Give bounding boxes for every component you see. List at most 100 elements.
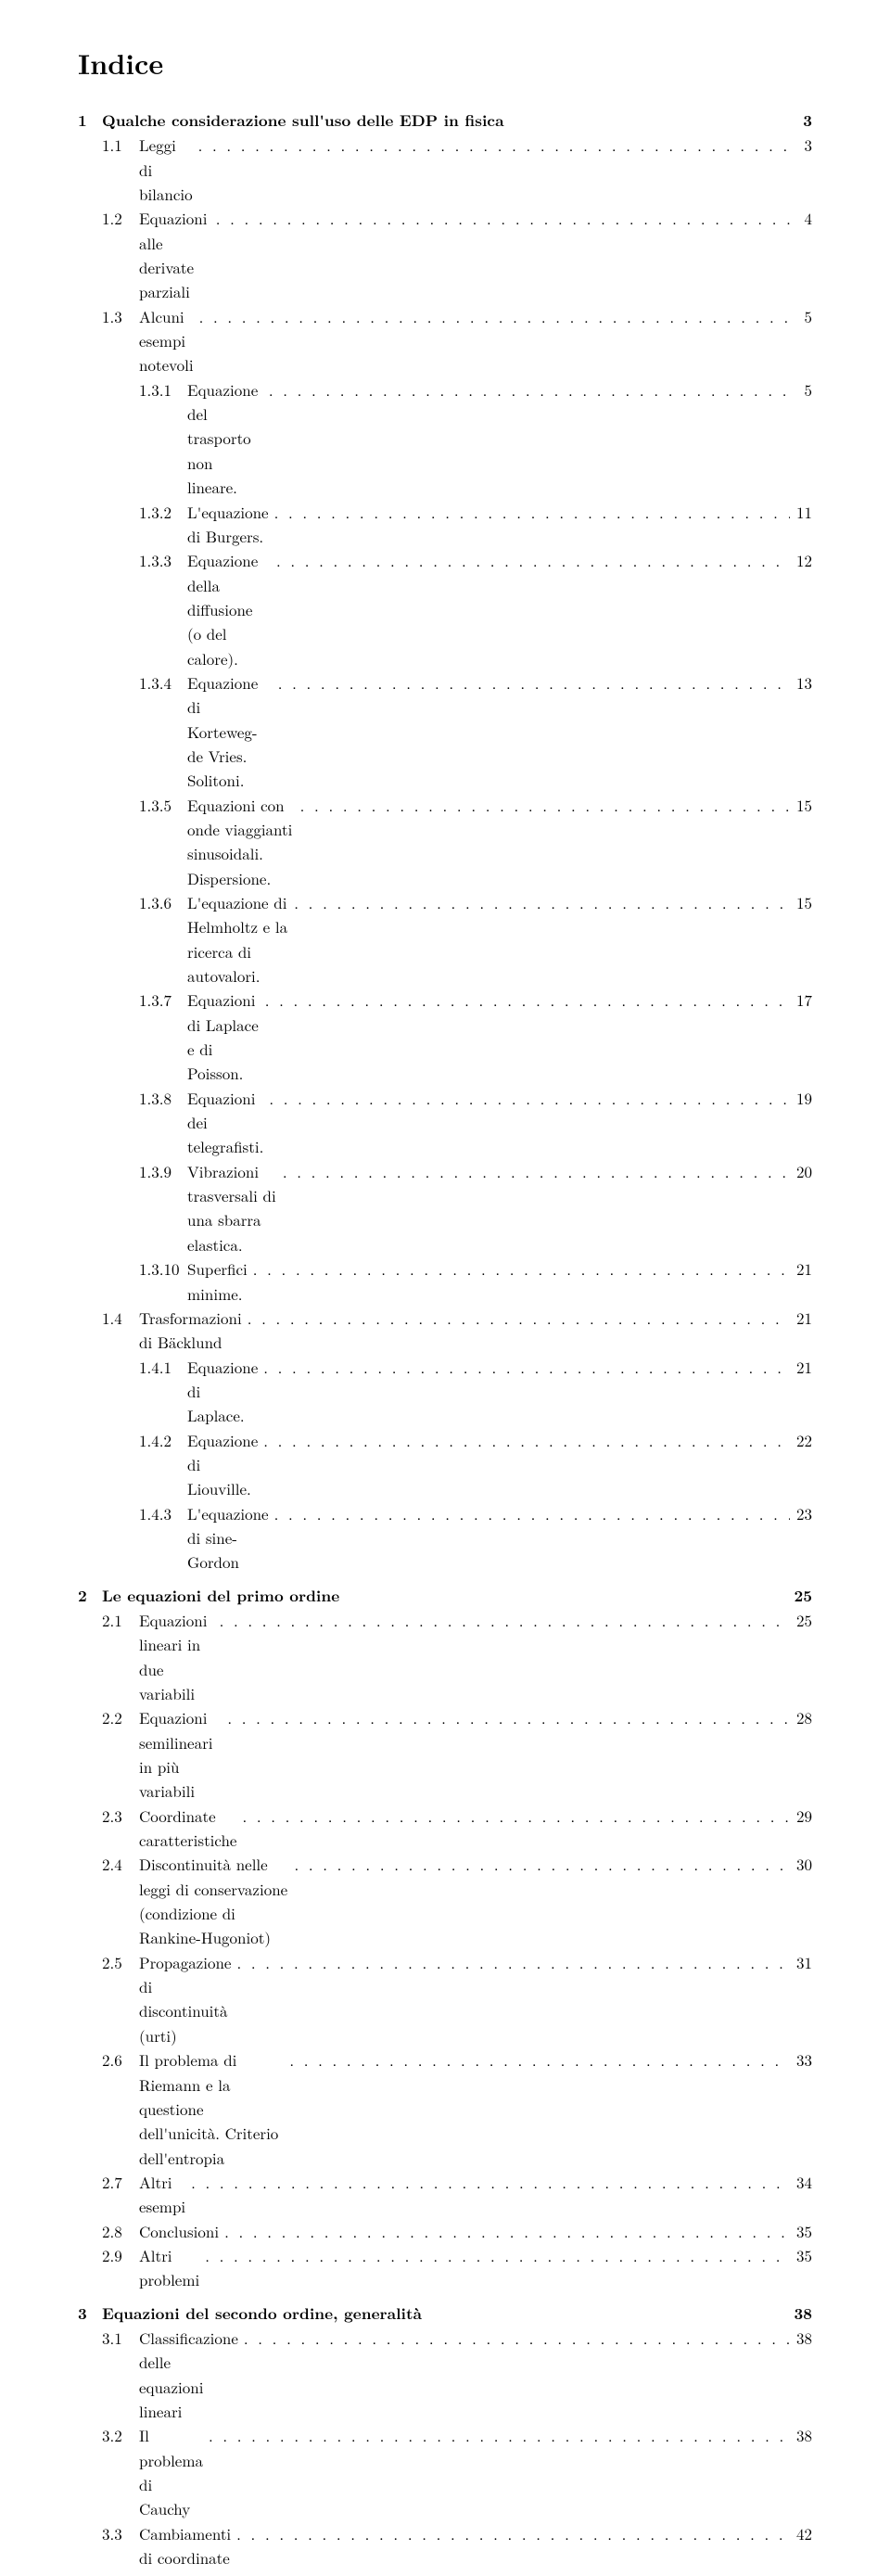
entry-page: 43 xyxy=(790,2570,812,2576)
subsection-row[interactable]: 1.4.3L'equazione di sine-Gordon23 xyxy=(78,1501,812,1575)
page-container: Indice 1Qualche considerazione sull'uso … xyxy=(0,0,890,2576)
entry-number: 1.4 xyxy=(102,1306,139,1330)
entry-label: Equazione della diffusione (o del calore… xyxy=(187,548,271,670)
entry-label: Riduzione alla forma canonica xyxy=(139,2570,209,2576)
entry-page: 4 xyxy=(790,206,812,230)
section-row[interactable]: 2.5Propagazione di discontinuità (urti)3… xyxy=(78,1950,812,2047)
entry-page: 28 xyxy=(790,1705,812,1729)
subsection-row[interactable]: 1.3.8Equazioni dei telegrafisti.19 xyxy=(78,1086,812,1159)
leader-dots xyxy=(263,1086,790,1110)
entry-label: Il problema di Riemann e la questione de… xyxy=(139,2047,284,2170)
leader-dots xyxy=(238,2326,790,2350)
section-row[interactable]: 3.3Cambiamenti di coordinate42 xyxy=(78,2521,812,2570)
leader-dots xyxy=(199,2243,790,2267)
entry-page: 17 xyxy=(790,988,812,1012)
entry-number: 1.4.1 xyxy=(139,1355,187,1379)
section-row[interactable]: 2.8Conclusioni35 xyxy=(78,2219,812,2243)
subsection-row[interactable]: 1.3.7Equazioni di Laplace e di Poisson. 1… xyxy=(78,988,812,1085)
entry-page: 22 xyxy=(790,1428,812,1452)
subsection-row[interactable]: 1.3.5Equazioni con onde viaggianti sinus… xyxy=(78,793,812,890)
entry-number: 2.2 xyxy=(102,1705,139,1729)
entry-page: 12 xyxy=(790,548,812,572)
entry-label: Equazioni alle derivate parziali xyxy=(139,206,210,303)
entry-page: 33 xyxy=(790,2047,812,2072)
entry-page: 5 xyxy=(790,377,812,402)
section-row[interactable]: 2.3Coordinate caratteristiche29 xyxy=(78,1804,812,1853)
section-row[interactable]: 1.1Leggi di bilancio3 xyxy=(78,133,812,206)
subsection-row[interactable]: 1.3.4Equazione di Korteweg-de Vries. Sol… xyxy=(78,670,812,793)
subsection-row[interactable]: 1.3.3Equazione della diffusione (o del c… xyxy=(78,548,812,670)
chapter-row[interactable]: 1Qualche considerazione sull'uso delle E… xyxy=(78,108,812,133)
entry-label: Equazioni lineari in due variabili xyxy=(139,1608,214,1705)
section-row[interactable]: 3.4Riduzione alla forma canonica 43 xyxy=(78,2570,812,2576)
entry-page: 34 xyxy=(790,2170,812,2194)
chapter-row[interactable]: 2Le equazioni del primo ordine25 xyxy=(78,1584,812,1608)
leader-dots xyxy=(263,377,790,402)
entry-number: 1.1 xyxy=(102,133,139,157)
entry-label: Il problema di Cauchy xyxy=(139,2423,203,2520)
entry-page: 30 xyxy=(790,1852,812,1876)
chapter-block: 2Le equazioni del primo ordine252.1Equaz… xyxy=(78,1584,812,2292)
section-row[interactable]: 1.3Alcuni esempi notevoli5 xyxy=(78,304,812,377)
leader-dots xyxy=(269,1501,790,1525)
section-row[interactable]: 1.4Trasformazioni di Bäcklund21 xyxy=(78,1306,812,1355)
section-row[interactable]: 2.1Equazioni lineari in due variabili25 xyxy=(78,1608,812,1705)
entry-page: 35 xyxy=(790,2219,812,2243)
chapter-page: 3 xyxy=(790,108,812,133)
subsection-row[interactable]: 1.3.10Superfici minime.21 xyxy=(78,1256,812,1306)
section-row[interactable]: 2.6Il problema di Riemann e la questione… xyxy=(78,2047,812,2170)
entry-number: 2.5 xyxy=(102,1950,139,1974)
entry-number: 2.4 xyxy=(102,1852,139,1876)
entry-label: Vibrazioni trasversali di una sbarra ela… xyxy=(187,1159,277,1256)
chapter-label: Equazioni del secondo ordine, generalità xyxy=(102,2302,422,2326)
entry-number: 1.3.2 xyxy=(139,500,187,524)
entry-number: 3.4 xyxy=(102,2570,139,2576)
entry-label: Equazioni semilineari in più variabili xyxy=(139,1705,222,1803)
subsection-row[interactable]: 1.3.9Vibrazioni trasversali di una sbarr… xyxy=(78,1159,812,1256)
entry-label: L'equazione di Burgers. xyxy=(187,500,269,549)
entry-page: 13 xyxy=(790,670,812,695)
entry-number: 1.3.3 xyxy=(139,548,187,572)
section-row[interactable]: 2.4Discontinuità nelle leggi di conserva… xyxy=(78,1852,812,1949)
subsection-row[interactable]: 1.3.6L'equazione di Helmholtz e la ricer… xyxy=(78,890,812,988)
entry-page: 38 xyxy=(790,2423,812,2447)
leader-dots xyxy=(214,1608,790,1632)
section-row[interactable]: 2.2Equazioni semilineari in più variabil… xyxy=(78,1705,812,1803)
chapter-row[interactable]: 3Equazioni del secondo ordine, generalit… xyxy=(78,2302,812,2326)
leader-dots xyxy=(222,1705,790,1729)
leader-dots xyxy=(248,1256,790,1281)
entry-label: Equazione di Korteweg-de Vries. Solitoni… xyxy=(187,670,273,793)
entry-number: 3.2 xyxy=(102,2423,139,2447)
entry-page: 11 xyxy=(790,500,812,524)
section-row[interactable]: 1.2Equazioni alle derivate parziali4 xyxy=(78,206,812,303)
subsection-row[interactable]: 1.4.1Equazione di Laplace.21 xyxy=(78,1355,812,1428)
entry-page: 35 xyxy=(790,2243,812,2267)
chapter-number: 3 xyxy=(78,2302,102,2326)
leader-dots xyxy=(284,2047,790,2072)
section-row[interactable]: 2.9Altri problemi35 xyxy=(78,2243,812,2292)
entry-label: Equazione di Liouville. xyxy=(187,1428,258,1501)
entry-label: Classificazione delle equazioni lineari xyxy=(139,2326,238,2423)
entry-label: Equazione di Laplace. xyxy=(187,1355,258,1428)
subsection-row[interactable]: 1.4.2Equazione di Liouville. 22 xyxy=(78,1428,812,1501)
entry-label: Equazioni con onde viaggianti sinusoidal… xyxy=(187,793,295,890)
leader-dots xyxy=(289,1852,791,1876)
entry-label: Equazioni di Laplace e di Poisson. xyxy=(187,988,260,1085)
entry-number: 1.3.7 xyxy=(139,988,187,1012)
subsection-row[interactable]: 1.3.1Equazione del trasporto non lineare… xyxy=(78,377,812,500)
entry-number: 1.3.8 xyxy=(139,1086,187,1110)
subsection-row[interactable]: 1.3.2L'equazione di Burgers. 11 xyxy=(78,500,812,549)
entry-number: 2.3 xyxy=(102,1804,139,1828)
leader-dots xyxy=(242,1306,790,1330)
entry-page: 21 xyxy=(790,1256,812,1281)
section-row[interactable]: 2.7Altri esempi34 xyxy=(78,2170,812,2219)
entry-label: L'equazione di sine-Gordon xyxy=(187,1501,269,1575)
entry-label: Altri esempi xyxy=(139,2170,185,2219)
leader-dots xyxy=(260,988,790,1012)
entry-number: 1.4.2 xyxy=(139,1428,187,1452)
section-row[interactable]: 3.1Classificazione delle equazioni linea… xyxy=(78,2326,812,2423)
entry-label: Coordinate caratteristiche xyxy=(139,1804,236,1853)
entry-page: 3 xyxy=(790,133,812,157)
chapter-block: 1Qualche considerazione sull'uso delle E… xyxy=(78,108,812,1575)
section-row[interactable]: 3.2Il problema di Cauchy 38 xyxy=(78,2423,812,2520)
